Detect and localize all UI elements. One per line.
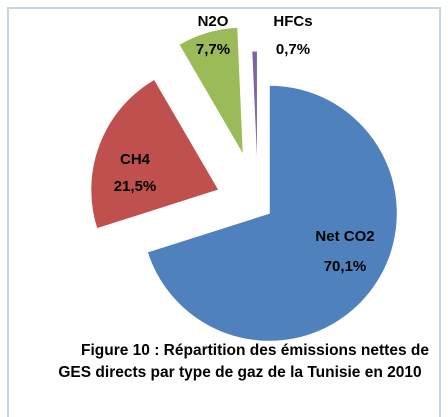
slice-value-label: 0,7% [276,41,310,58]
slice-label: N2O [198,13,229,30]
pie-slice [178,26,244,156]
pie-slice [251,50,258,180]
slice-value-label: 7,7% [196,41,230,58]
slice-label: HFCs [273,13,312,30]
slice-label: CH4 [120,151,151,168]
frame [7,7,441,417]
chart-title: Figure 10 : Répartition des émissions ne… [58,342,429,381]
pie-slice [146,84,398,342]
slice-label: Net CO2 [315,228,374,245]
slice-value-label: 21,5% [114,178,157,195]
slice-value-label: 70,1% [324,258,367,275]
pie-slice [90,78,220,230]
